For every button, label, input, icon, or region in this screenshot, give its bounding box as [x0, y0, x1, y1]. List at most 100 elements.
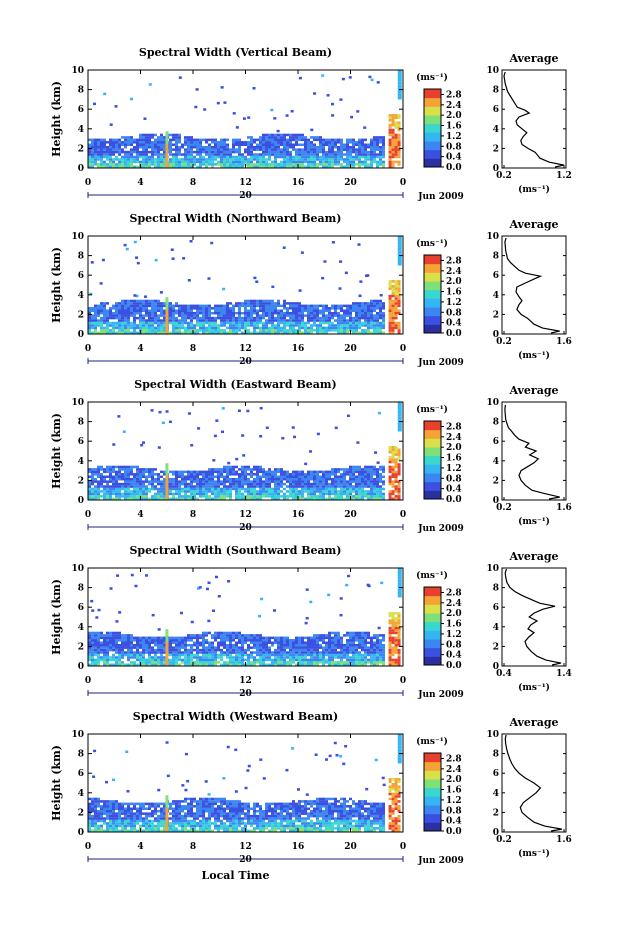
- heatmap-cell: [223, 101, 227, 104]
- heatmap-cell: [289, 490, 292, 493]
- heatmap-cell: [286, 165, 289, 168]
- heatmap-cell: [196, 316, 199, 320]
- heatmap-cell: [205, 145, 208, 149]
- heatmap-cell: [220, 163, 223, 166]
- heatmap-cell: [304, 663, 307, 666]
- heatmap-cell: [208, 475, 211, 478]
- heatmap-cell: [208, 150, 211, 154]
- heatmap-cell: [208, 158, 211, 161]
- heatmap-cell: [202, 470, 205, 474]
- heatmap-cell: [184, 326, 187, 330]
- heatmap-cell: [271, 299, 274, 303]
- heatmap-cell: [217, 631, 220, 635]
- heatmap-cell: [220, 490, 223, 493]
- heatmap-cell: [316, 307, 319, 310]
- heatmap-cell: [124, 477, 127, 481]
- heatmap-cell: [175, 485, 178, 488]
- heatmap-cell: [214, 304, 217, 308]
- heatmap-cell: [307, 477, 310, 481]
- heatmap-cell: [115, 480, 118, 483]
- heatmap-cell: [262, 482, 265, 486]
- heatmap-cell: [250, 646, 253, 649]
- heatmap-cell: [382, 314, 385, 317]
- heatmap-cell: [229, 316, 232, 320]
- heatmap-cell: [358, 480, 361, 483]
- heatmap-cell: [268, 636, 271, 640]
- heatmap-cell: [262, 658, 265, 662]
- heatmap-cell: [397, 287, 401, 290]
- heatmap-cell: [115, 311, 118, 315]
- heatmap-cell: [301, 485, 304, 488]
- heatmap-cell: [319, 309, 322, 312]
- heatmap-cell: [157, 307, 160, 310]
- heatmap-cell: [136, 492, 139, 496]
- heatmap-cell: [253, 639, 256, 642]
- heatmap-cell: [286, 490, 289, 493]
- heatmap-cell: [313, 487, 316, 491]
- heatmap-cell: [328, 155, 331, 159]
- heatmap-cell: [388, 455, 392, 459]
- heatmap-cell: [379, 160, 382, 164]
- heatmap-cell: [157, 165, 160, 168]
- heatmap-cell: [313, 309, 316, 312]
- heatmap-cell: [238, 304, 241, 308]
- heatmap-cell: [196, 165, 199, 168]
- heatmap-cell: [376, 148, 379, 151]
- heatmap-cell: [262, 307, 265, 310]
- heatmap-cell: [232, 150, 235, 154]
- heatmap-cell: [103, 329, 106, 332]
- heatmap-cell: [165, 163, 169, 166]
- heatmap-cell: [307, 473, 310, 476]
- heatmap-cell: [88, 309, 91, 312]
- heatmap-cell: [217, 643, 220, 647]
- heatmap-cell: [145, 648, 148, 652]
- heatmap-cell: [232, 304, 235, 308]
- heatmap-cell: [388, 326, 392, 330]
- heatmap-cell: [268, 487, 271, 491]
- heatmap-cell: [145, 485, 148, 488]
- heatmap-cell: [358, 158, 361, 161]
- heatmap-cell: [268, 473, 271, 476]
- heatmap-cell: [262, 150, 265, 154]
- heatmap-cell: [160, 324, 163, 327]
- heatmap-cell: [124, 311, 127, 315]
- heatmap-cell: [178, 331, 181, 334]
- heatmap-cell: [121, 495, 124, 498]
- heatmap-cell: [175, 473, 178, 476]
- heatmap-cell: [310, 641, 313, 644]
- heatmap-cell: [259, 648, 262, 652]
- heatmap-cell: [115, 309, 118, 312]
- heatmap-cell: [100, 646, 103, 649]
- heatmap-cell: [115, 465, 118, 469]
- heatmap-cell: [295, 331, 298, 334]
- heatmap-cell: [142, 158, 145, 161]
- heatmap-cell: [244, 490, 247, 493]
- heatmap-cell: [211, 663, 214, 666]
- heatmap-cell: [238, 316, 241, 320]
- heatmap-cell: [319, 319, 322, 322]
- heatmap-cell: [223, 163, 226, 166]
- heatmap-cell: [388, 299, 392, 303]
- heatmap-cell: [97, 155, 100, 159]
- heatmap-cell: [394, 490, 398, 493]
- heatmap-cell: [382, 138, 385, 142]
- heatmap-cell: [139, 653, 142, 657]
- heatmap-cell: [370, 141, 373, 144]
- heatmap-cell: [316, 148, 319, 151]
- heatmap-cell: [154, 651, 157, 654]
- heatmap-cell: [310, 324, 313, 327]
- heatmap-cell: [397, 90, 402, 94]
- heatmap-cell: [175, 653, 178, 657]
- heatmap-cell: [313, 307, 316, 310]
- heatmap-cell: [148, 663, 151, 666]
- heatmap-cell: [220, 492, 223, 496]
- heatmap-cell: [196, 153, 199, 156]
- heatmap-cell: [352, 329, 355, 332]
- heatmap-cell: [139, 299, 142, 303]
- heatmap-cell: [313, 314, 316, 317]
- heatmap-cell: [178, 480, 181, 483]
- heatmap-cell: [256, 477, 259, 481]
- heatmap-cell: [331, 155, 334, 159]
- heatmap-cell: [355, 329, 358, 332]
- heatmap-cell: [190, 663, 193, 666]
